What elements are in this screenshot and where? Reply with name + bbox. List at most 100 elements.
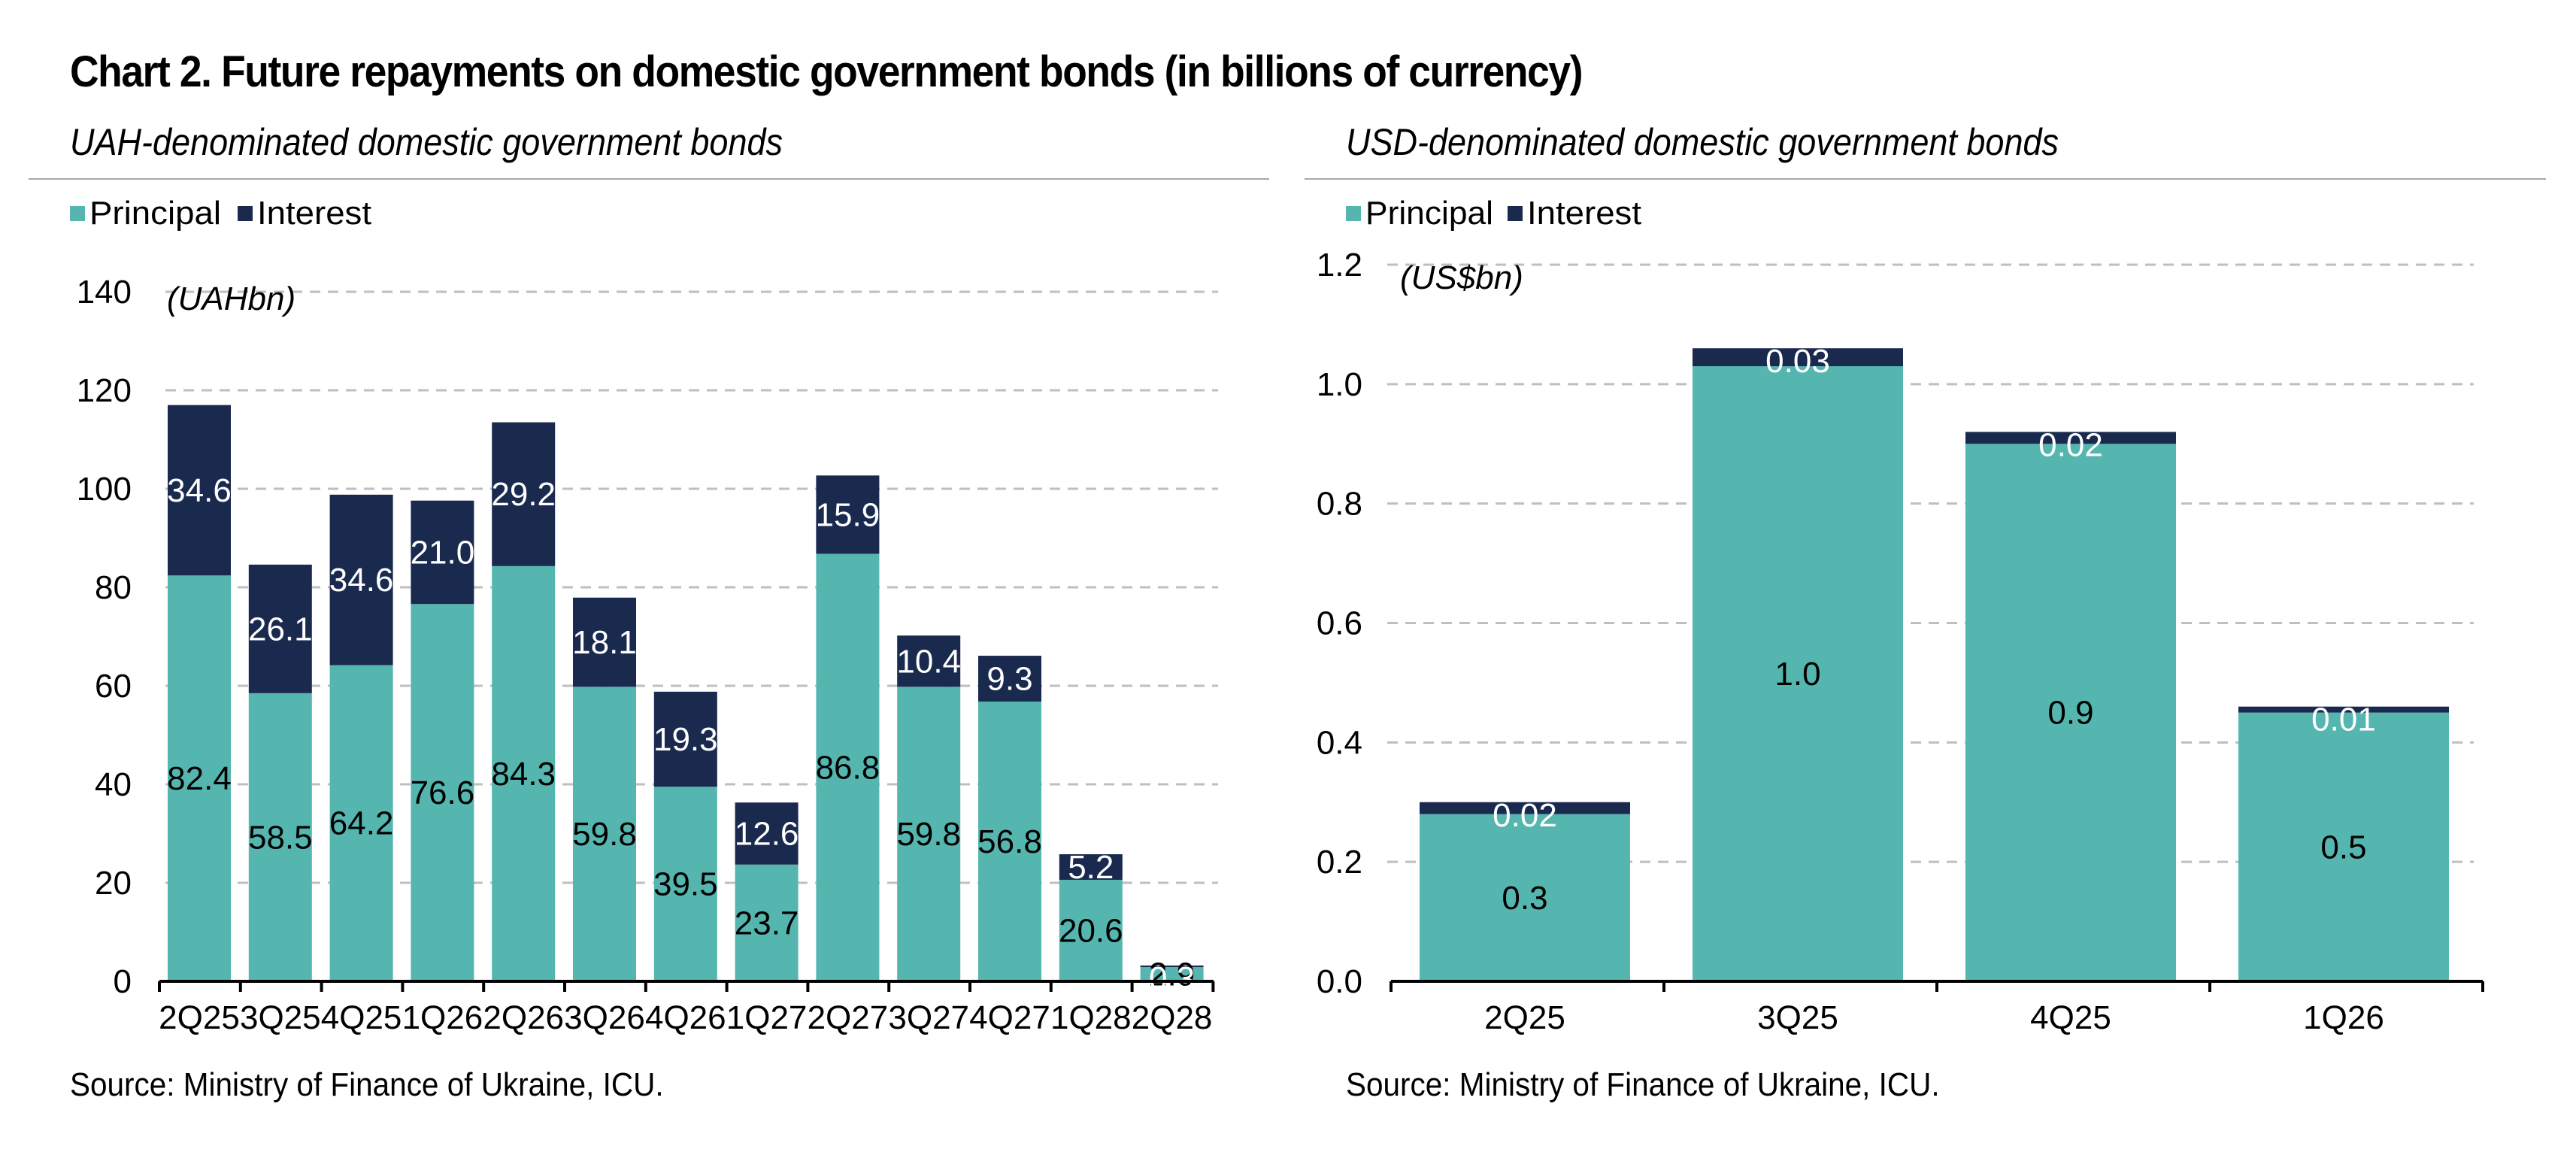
y-tick-label: 140 bbox=[77, 274, 132, 311]
data-label-interest: 12.6 bbox=[735, 816, 799, 853]
left-source-note: Source: Ministry of Finance of Ukraine, … bbox=[70, 1066, 664, 1103]
x-tick-label: 2Q28 bbox=[1132, 999, 1213, 1036]
bar-interest bbox=[1965, 432, 2176, 444]
bar-interest bbox=[1059, 854, 1123, 881]
bar-principal bbox=[1420, 814, 1630, 981]
bar-principal bbox=[653, 787, 717, 981]
bar-principal bbox=[1059, 880, 1123, 981]
x-tick-label: 3Q25 bbox=[240, 999, 321, 1036]
bar-interest bbox=[248, 564, 312, 693]
x-tick-label: 2Q25 bbox=[159, 999, 240, 1036]
x-tick-label: 1Q28 bbox=[1050, 999, 1132, 1036]
right-source-note: Source: Ministry of Finance of Ukraine, … bbox=[1346, 1066, 1940, 1103]
y-tick-label: 0.8 bbox=[1317, 486, 1362, 523]
data-label-interest: 29.2 bbox=[491, 476, 556, 513]
bar-principal bbox=[1140, 967, 1204, 981]
bar-principal bbox=[897, 687, 961, 981]
bar-interest bbox=[2238, 706, 2449, 713]
x-tick-label: 3Q27 bbox=[888, 999, 969, 1036]
bar-principal bbox=[978, 701, 1041, 981]
data-label-interest: 19.3 bbox=[653, 721, 718, 758]
left-chart-svg: Principal Interest 0 20 40 60 80 100 120 140 (UAHb… bbox=[70, 195, 1218, 1036]
data-label-interest: 10.4 bbox=[896, 643, 961, 680]
data-label-interest: 5.2 bbox=[1068, 849, 1114, 886]
data-label-interest: 9.3 bbox=[986, 661, 1032, 698]
bar-principal bbox=[735, 864, 799, 981]
data-label-interest: 0.01 bbox=[2311, 702, 2376, 738]
x-tick-label: 4Q25 bbox=[321, 999, 402, 1036]
data-label-principal: 64.2 bbox=[329, 805, 394, 842]
x-tick-label: 2Q26 bbox=[483, 999, 564, 1036]
bar-principal bbox=[248, 693, 312, 981]
bar-interest bbox=[653, 691, 717, 787]
x-tick-label: 3Q25 bbox=[1757, 999, 1838, 1036]
bar-interest bbox=[168, 405, 231, 576]
bar-interest bbox=[573, 597, 636, 687]
data-label-interest: 34.6 bbox=[167, 472, 232, 509]
y-tick-label: 100 bbox=[77, 471, 132, 508]
data-label-interest: 0.02 bbox=[2038, 426, 2103, 463]
data-label-principal: 1.0 bbox=[1774, 656, 1820, 693]
data-label-interest: 26.1 bbox=[248, 611, 313, 647]
data-label-principal: 23.7 bbox=[735, 905, 799, 941]
bar-principal bbox=[168, 575, 231, 981]
y-tick-label: 0 bbox=[114, 963, 132, 1000]
data-label-principal: 58.5 bbox=[248, 819, 313, 856]
data-label-interest: 15.9 bbox=[816, 496, 880, 533]
bar-interest bbox=[735, 802, 799, 865]
bar-interest bbox=[1140, 966, 1204, 968]
bar-interest bbox=[816, 475, 880, 554]
y-tick-label: 1.0 bbox=[1317, 366, 1362, 403]
x-tick-label: 1Q27 bbox=[726, 999, 808, 1036]
y-tick-label: 20 bbox=[95, 865, 132, 902]
legend-swatch-principal bbox=[70, 206, 85, 221]
bar-principal bbox=[816, 553, 880, 981]
x-tick-label: 4Q27 bbox=[969, 999, 1050, 1036]
bar-principal bbox=[1693, 366, 1903, 982]
y-tick-label: 0.6 bbox=[1317, 605, 1362, 642]
bar-principal bbox=[573, 687, 636, 981]
bar-principal bbox=[1965, 444, 2176, 981]
legend-swatch-interest bbox=[238, 206, 253, 221]
data-label-principal: 84.3 bbox=[491, 756, 556, 793]
data-label-principal: 59.8 bbox=[896, 816, 961, 853]
data-label-principal: 20.6 bbox=[1059, 913, 1123, 950]
x-tick-label: 4Q26 bbox=[645, 999, 726, 1036]
data-label-interest: 21.0 bbox=[411, 534, 475, 571]
bar-principal bbox=[329, 665, 393, 981]
data-label-principal: 86.8 bbox=[816, 750, 880, 787]
bar-interest bbox=[492, 422, 556, 566]
legend-label-principal: Principal bbox=[1365, 195, 1493, 232]
data-label-principal: 76.6 bbox=[411, 775, 475, 811]
data-label-principal: 0.5 bbox=[2320, 829, 2366, 866]
legend-swatch-interest bbox=[1508, 206, 1523, 221]
bar-interest bbox=[1420, 802, 1630, 814]
data-label-interest: 18.1 bbox=[572, 624, 637, 661]
data-label-principal: 56.8 bbox=[977, 823, 1042, 860]
bar-interest bbox=[897, 635, 961, 687]
y-tick-label: 0.4 bbox=[1317, 724, 1362, 761]
unit-label: (UAHbn) bbox=[167, 280, 295, 317]
data-label-interest: 0.3 bbox=[1149, 960, 1195, 997]
bar-interest bbox=[329, 494, 393, 665]
y-tick-label: 1.2 bbox=[1317, 247, 1362, 283]
legend-label-principal: Principal bbox=[89, 195, 221, 232]
data-label-principal: 0.3 bbox=[1502, 880, 1547, 917]
x-tick-label: 1Q26 bbox=[402, 999, 483, 1036]
x-tick-label: 4Q25 bbox=[2030, 999, 2111, 1036]
legend-swatch-principal bbox=[1346, 206, 1361, 221]
y-tick-label: 60 bbox=[95, 668, 132, 705]
data-label-principal: 82.4 bbox=[167, 760, 232, 797]
data-label-interest: 34.6 bbox=[329, 562, 394, 599]
bar-principal bbox=[411, 604, 474, 981]
left-subtitle-rule bbox=[29, 178, 1269, 180]
data-label-principal: 59.8 bbox=[572, 816, 637, 853]
chart-title: Chart 2. Future repayments on domestic g… bbox=[70, 47, 1583, 96]
data-label-principal: 0.9 bbox=[2047, 695, 2093, 732]
data-label-principal: 2.9 bbox=[1149, 956, 1195, 993]
right-subtitle-rule bbox=[1305, 178, 2546, 180]
unit-label: (US$bn) bbox=[1400, 259, 1523, 296]
x-tick-label: 1Q26 bbox=[2303, 999, 2384, 1036]
y-tick-label: 0.2 bbox=[1317, 844, 1362, 881]
